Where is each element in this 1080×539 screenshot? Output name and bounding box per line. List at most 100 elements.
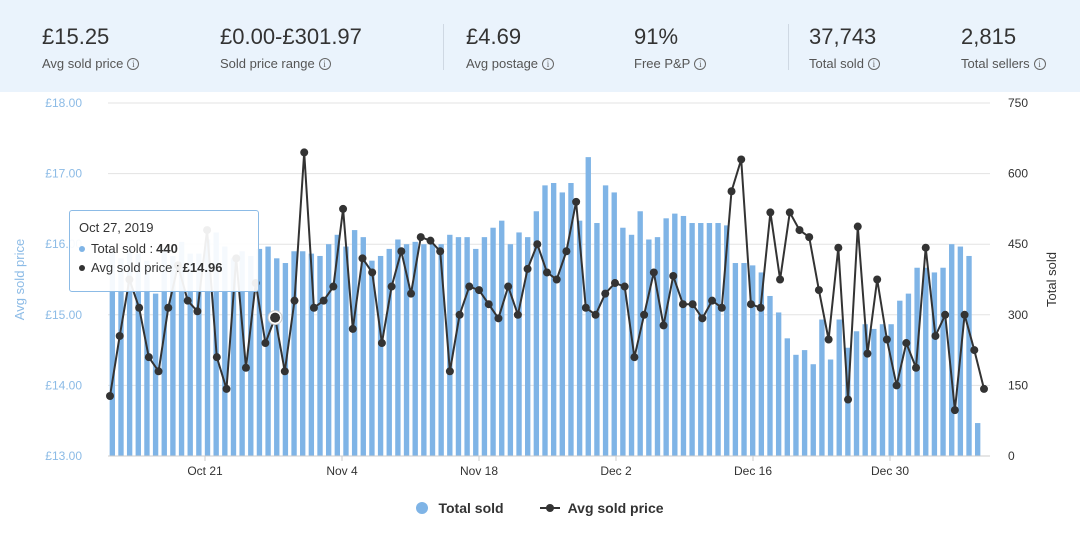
stat-free-pp: 91% Free P&P i bbox=[634, 24, 707, 71]
price-point bbox=[591, 310, 600, 319]
tooltip-series-name: Avg sold price bbox=[91, 260, 173, 275]
price-point bbox=[873, 275, 882, 284]
bar bbox=[732, 263, 739, 456]
info-icon[interactable]: i bbox=[1033, 57, 1046, 70]
price-point bbox=[785, 208, 794, 217]
stat-label: Free P&P bbox=[634, 56, 691, 71]
price-point bbox=[727, 187, 736, 196]
price-point bbox=[630, 353, 639, 362]
info-icon[interactable]: i bbox=[867, 57, 880, 70]
bar bbox=[654, 237, 661, 456]
bar bbox=[317, 255, 323, 456]
bar bbox=[836, 319, 842, 456]
stat-total-sellers: 2,815 Total sellers i bbox=[961, 24, 1046, 71]
bar bbox=[438, 244, 444, 456]
divider bbox=[443, 24, 444, 70]
price-point bbox=[756, 303, 765, 312]
price-point bbox=[931, 331, 940, 340]
tooltip-value: £14.96 bbox=[182, 260, 223, 275]
bar bbox=[897, 300, 903, 456]
bar bbox=[377, 255, 384, 456]
info-icon[interactable]: i bbox=[542, 57, 555, 70]
bar bbox=[819, 319, 825, 456]
bar bbox=[464, 237, 470, 456]
price-point bbox=[387, 282, 396, 291]
price-point bbox=[776, 275, 785, 284]
price-point bbox=[543, 268, 551, 277]
bar bbox=[256, 248, 263, 456]
price-point bbox=[135, 303, 144, 312]
legend-line-swatch bbox=[539, 502, 560, 514]
left-tick-label: £17.00 bbox=[45, 167, 82, 181]
price-point bbox=[115, 331, 124, 340]
bar bbox=[905, 293, 912, 456]
bar bbox=[455, 237, 462, 456]
price-point bbox=[222, 384, 231, 393]
bar bbox=[421, 244, 427, 456]
bar bbox=[291, 251, 297, 456]
price-point bbox=[746, 300, 755, 309]
bar bbox=[966, 255, 972, 456]
price-point bbox=[882, 335, 891, 344]
bar bbox=[672, 213, 678, 456]
bar bbox=[715, 223, 721, 456]
bar bbox=[741, 263, 747, 456]
tooltip-row: Avg sold price : £14.96 bbox=[79, 260, 249, 275]
price-point bbox=[766, 208, 775, 217]
bar bbox=[698, 223, 704, 456]
price-point bbox=[212, 353, 221, 362]
right-tick-label: 150 bbox=[1008, 378, 1028, 392]
bar bbox=[369, 260, 375, 456]
stat-value: £4.69 bbox=[466, 24, 522, 49]
bar bbox=[343, 246, 349, 456]
price-point bbox=[698, 314, 707, 323]
bar bbox=[758, 272, 765, 456]
bar bbox=[724, 225, 730, 456]
bar bbox=[187, 253, 193, 456]
bar bbox=[170, 255, 176, 456]
x-tick-label: Dec 16 bbox=[734, 464, 772, 478]
price-point bbox=[688, 300, 697, 309]
bar bbox=[334, 234, 340, 456]
bar bbox=[949, 244, 955, 456]
price-point bbox=[610, 279, 619, 288]
right-axis-title: Total sold bbox=[1044, 252, 1059, 307]
price-point bbox=[970, 346, 979, 355]
price-point bbox=[358, 254, 367, 263]
bar bbox=[940, 267, 946, 456]
bar bbox=[239, 251, 245, 456]
bar bbox=[300, 251, 306, 456]
legend-item-avg-sold-price[interactable]: Avg sold price bbox=[539, 500, 664, 516]
bar bbox=[568, 183, 574, 456]
price-point bbox=[445, 367, 454, 376]
price-point bbox=[708, 296, 717, 305]
info-icon[interactable]: i bbox=[694, 57, 707, 70]
info-icon[interactable]: i bbox=[127, 57, 140, 70]
bar bbox=[879, 324, 886, 456]
bar bbox=[282, 263, 289, 456]
bar bbox=[602, 185, 609, 456]
info-icon[interactable]: i bbox=[318, 57, 331, 70]
price-point bbox=[601, 289, 610, 298]
tooltip-bullet bbox=[79, 245, 85, 252]
price-point bbox=[475, 286, 484, 295]
bar bbox=[611, 192, 617, 456]
price-point bbox=[678, 300, 687, 309]
price-point bbox=[834, 243, 843, 252]
bar bbox=[559, 192, 565, 456]
legend-bar-swatch bbox=[416, 502, 429, 514]
chart-legend: Total sold Avg sold price bbox=[0, 500, 1080, 516]
bar bbox=[827, 359, 834, 456]
stats-bar: £15.25 Avg sold price i £0.00-£301.97 Sol… bbox=[0, 0, 1080, 92]
price-point bbox=[640, 310, 649, 319]
price-point bbox=[309, 303, 318, 312]
bar bbox=[516, 232, 522, 456]
stat-avg-postage: £4.69 Avg postage i bbox=[466, 24, 555, 71]
bar bbox=[248, 255, 254, 456]
bar bbox=[620, 227, 626, 456]
legend-label: Avg sold price bbox=[567, 500, 664, 516]
bar bbox=[750, 265, 756, 456]
legend-item-total-sold[interactable]: Total sold bbox=[416, 500, 504, 516]
bar bbox=[931, 272, 938, 456]
stat-sold-price-range: £0.00-£301.97 Sold price range i bbox=[220, 24, 362, 71]
